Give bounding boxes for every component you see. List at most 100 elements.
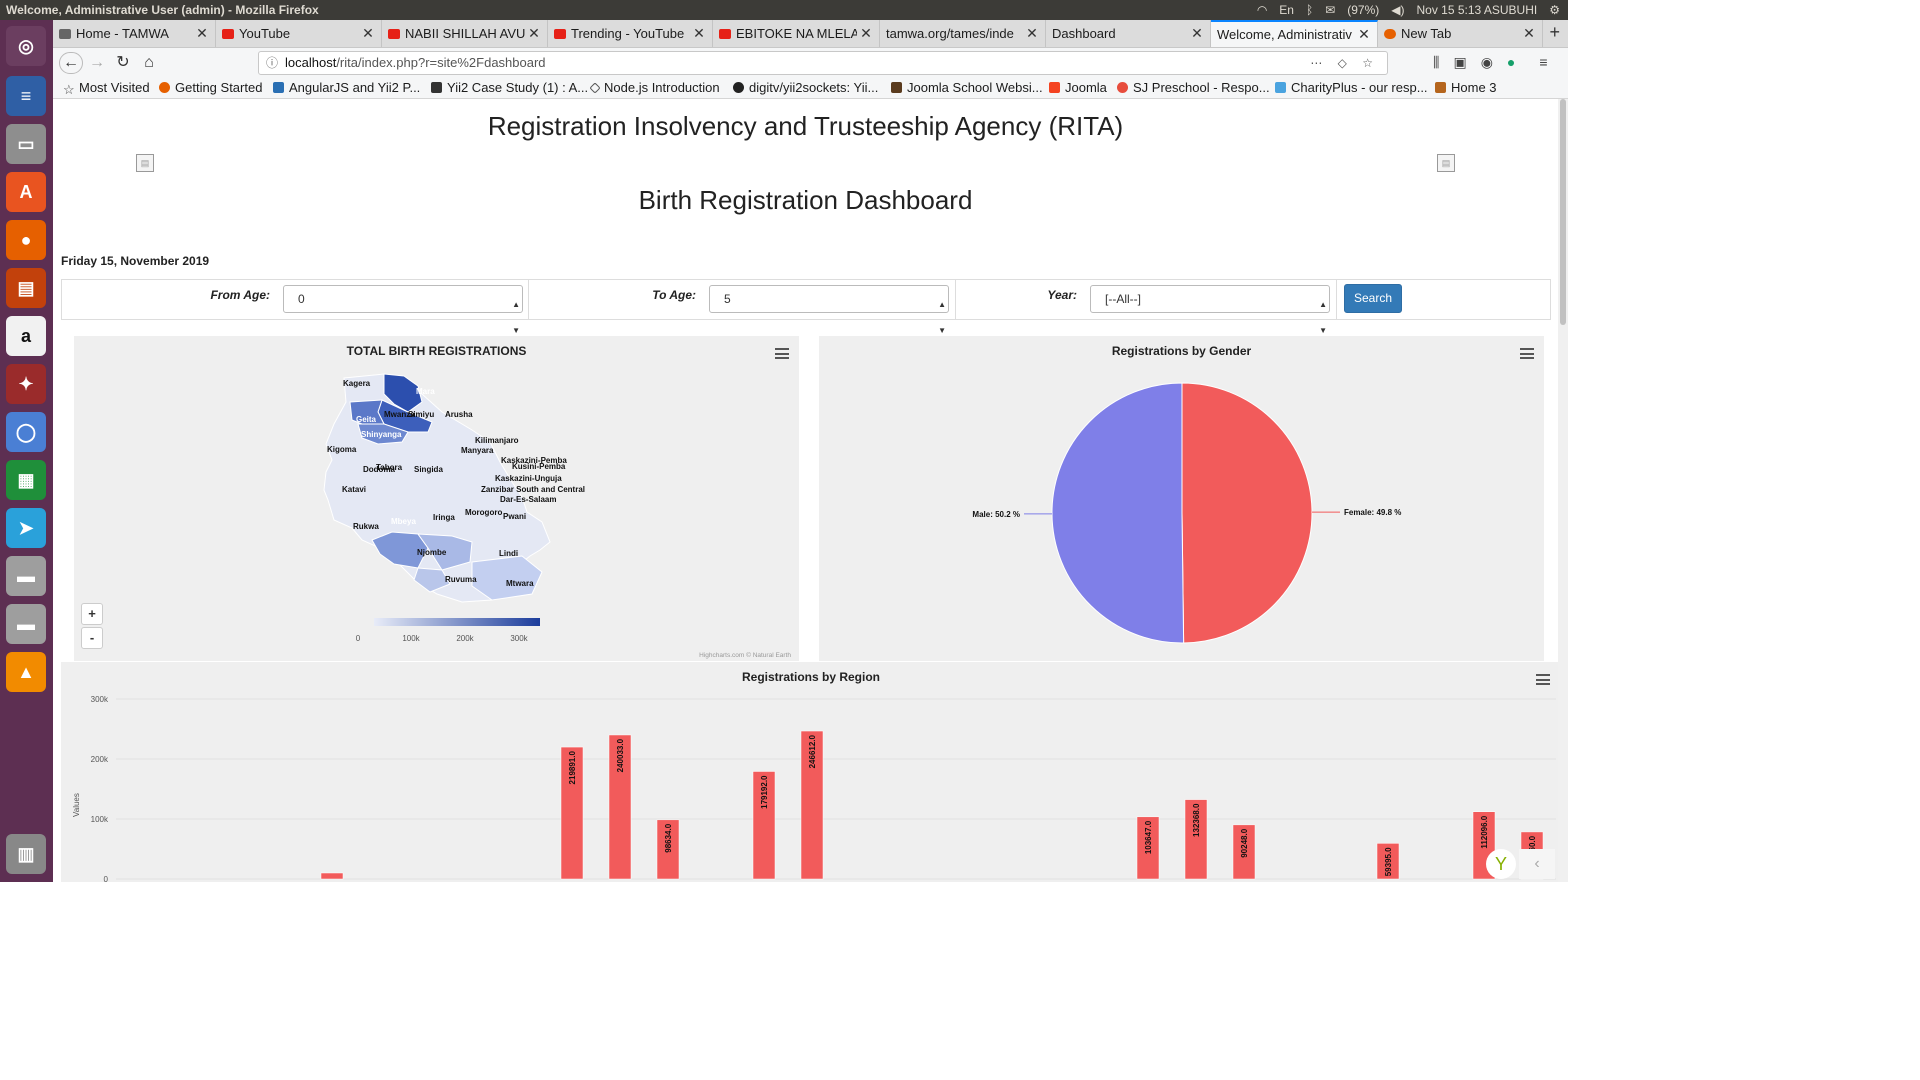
from-age-select[interactable]: 0 ▲ ▼ xyxy=(283,285,523,335)
url-bar[interactable]: ⓘ localhost/rita/index.php?r=site%2Fdash… xyxy=(258,51,1388,75)
map-region-shinyanga[interactable] xyxy=(357,423,409,445)
region-bar[interactable] xyxy=(1376,843,1400,880)
presentation-icon[interactable]: ▤ xyxy=(6,268,46,308)
text-editor-icon[interactable]: ≡ xyxy=(6,76,46,116)
bookmark-nodejs-intro[interactable]: Node.js Introduction xyxy=(589,80,720,95)
chart-credits[interactable]: Highcharts.com © Natural Earth xyxy=(699,652,791,659)
battery-status[interactable]: (97%) xyxy=(1347,3,1380,17)
close-icon[interactable]: ✕ xyxy=(196,25,208,41)
close-icon[interactable]: ✕ xyxy=(1191,25,1203,41)
bookmark-most-visited[interactable]: ☆ Most Visited xyxy=(63,80,150,97)
telegram-icon[interactable]: ➤ xyxy=(6,508,46,548)
vlc-icon[interactable]: ▲ xyxy=(6,652,46,692)
chart-menu-icon[interactable] xyxy=(775,348,789,359)
bookmark-digitv-yii2sockets[interactable]: digitv/yii2sockets: Yii... xyxy=(733,80,878,95)
files-icon[interactable]: ▭ xyxy=(6,124,46,164)
system-tray[interactable]: ◠ En ᛒ ✉ (97%) ◀) Nov 15 5:13 ASUBUHI ⚙ xyxy=(1257,3,1560,17)
region-bar[interactable] xyxy=(800,730,824,880)
page-actions[interactable]: ⋯ ◇ ☆ xyxy=(1310,56,1379,70)
volume-icon[interactable]: ◀) xyxy=(1391,3,1405,17)
bookmark-getting-started[interactable]: Getting Started xyxy=(159,80,262,95)
settings-gear-icon[interactable]: ⚙ xyxy=(1549,3,1560,17)
scrollbar-thumb[interactable] xyxy=(1560,99,1566,325)
tab-trending-youtube[interactable]: Trending - YouTube ✕ xyxy=(548,20,713,47)
gender-pie-chart[interactable]: Female: 49.8 % Male: 50.2 % xyxy=(819,336,1544,661)
close-icon[interactable]: ✕ xyxy=(528,25,540,41)
map-region-iringa[interactable] xyxy=(416,533,473,571)
chart-menu-icon[interactable] xyxy=(1520,348,1534,359)
region-bar[interactable] xyxy=(656,819,680,880)
map-region-njombe[interactable] xyxy=(413,567,451,593)
sidebar-icon[interactable]: ▣ xyxy=(1453,54,1467,70)
disk-icon-2[interactable]: ▬ xyxy=(6,604,46,644)
yii-logo-icon[interactable]: Y xyxy=(1486,849,1516,879)
region-bar[interactable] xyxy=(1232,824,1256,880)
map-region-mbeya[interactable] xyxy=(371,531,429,569)
page-scrollbar[interactable] xyxy=(1558,99,1568,882)
map-region-mara[interactable] xyxy=(383,373,423,413)
region-bar-chart[interactable]: 0 100k 200k 300k Values 219891.0 240033.0 98634… xyxy=(61,662,1558,882)
new-tab-plus-icon[interactable]: + xyxy=(1549,22,1560,42)
home-icon[interactable]: ⌂ xyxy=(144,54,154,71)
region-bar[interactable] xyxy=(752,771,776,880)
back-arrow-icon[interactable]: ← xyxy=(59,52,83,74)
tab-youtube[interactable]: YouTube ✕ xyxy=(216,20,382,47)
bookmark-home-3[interactable]: Home 3 xyxy=(1435,80,1497,95)
software-center-icon[interactable]: A xyxy=(6,172,46,212)
tab-new-tab[interactable]: New Tab ✕ xyxy=(1378,20,1543,47)
region-bar[interactable] xyxy=(608,734,632,880)
close-icon[interactable]: ✕ xyxy=(362,25,374,41)
tab-welcome-active[interactable]: Welcome, Administrativ ✕ xyxy=(1211,20,1378,47)
keyboard-layout[interactable]: En xyxy=(1279,3,1294,17)
pie-slice-female[interactable] xyxy=(1181,382,1313,644)
forward-arrow-icon[interactable]: → xyxy=(89,54,105,71)
amazon-icon[interactable]: a xyxy=(6,316,46,356)
account-icon[interactable]: ◉ xyxy=(1480,54,1493,70)
bluetooth-icon[interactable]: ᛒ xyxy=(1305,3,1314,17)
collapse-chevron-icon[interactable]: ‹ xyxy=(1519,849,1555,879)
region-bar[interactable] xyxy=(1184,799,1208,880)
tanzania-map[interactable]: Kagera Mara Mwanza Simiyu Arusha Geita S… xyxy=(74,336,799,661)
mail-icon[interactable]: ✉ xyxy=(1325,3,1336,17)
close-icon[interactable]: ✕ xyxy=(1358,26,1370,42)
close-icon[interactable]: ✕ xyxy=(1523,25,1535,41)
map-region-lindi-mtwara[interactable] xyxy=(471,555,543,601)
ubuntu-dash-icon[interactable]: ◎ xyxy=(6,26,46,66)
tab-tamwa-tames[interactable]: tamwa.org/tames/inde ✕ xyxy=(880,20,1046,47)
firefox-icon[interactable]: ● xyxy=(6,220,46,260)
system-settings-icon[interactable]: ✦ xyxy=(6,364,46,404)
tab-dashboard[interactable]: Dashboard ✕ xyxy=(1046,20,1211,47)
tab-nabii[interactable]: NABII SHILLAH AVUNJA✕ xyxy=(382,20,548,47)
trash-icon[interactable]: ▥ xyxy=(6,834,46,874)
bookmark-joomla[interactable]: Joomla xyxy=(1049,80,1107,95)
pie-slice-male[interactable] xyxy=(1051,382,1185,644)
bookmark-charityplus[interactable]: CharityPlus - our resp... xyxy=(1275,80,1428,95)
year-select[interactable]: [--All--] ▲ ▼ xyxy=(1090,285,1330,335)
spreadsheet-icon[interactable]: ▦ xyxy=(6,460,46,500)
menu-icon[interactable]: ≡ xyxy=(1539,54,1548,70)
zoom-out-button[interactable]: - xyxy=(81,627,103,649)
region-bar[interactable] xyxy=(1136,816,1160,880)
bookmark-sj-preschool[interactable]: SJ Preschool - Respo... xyxy=(1117,80,1270,95)
close-icon[interactable]: ✕ xyxy=(693,25,705,41)
tab-home-tamwa[interactable]: Home - TAMWA ✕ xyxy=(53,20,216,47)
disk-icon[interactable]: ▬ xyxy=(6,556,46,596)
wifi-icon[interactable]: ◠ xyxy=(1256,3,1268,17)
bookmark-joomla-school[interactable]: Joomla School Websi... xyxy=(891,80,1043,95)
region-bar[interactable] xyxy=(320,872,344,880)
close-icon[interactable]: ✕ xyxy=(1026,25,1038,41)
zoom-in-button[interactable]: + xyxy=(81,603,103,625)
close-icon[interactable]: ✕ xyxy=(860,25,872,41)
bookmark-yii2-case-study[interactable]: Yii2 Case Study (1) : A... xyxy=(431,80,588,95)
extension-icon[interactable]: ● xyxy=(1506,54,1516,70)
search-button[interactable]: Search xyxy=(1344,284,1402,313)
region-bar[interactable] xyxy=(560,746,584,880)
reload-icon[interactable]: ↻ xyxy=(116,54,130,71)
tab-ebitoke[interactable]: EBITOKE NA MLELA ✕ xyxy=(713,20,880,47)
clock[interactable]: Nov 15 5:13 ASUBUHI xyxy=(1416,3,1538,17)
chromium-icon[interactable]: ◯ xyxy=(6,412,46,452)
library-icon[interactable]: ⫼ xyxy=(1433,54,1440,70)
to-age-select[interactable]: 5 ▲ ▼ xyxy=(709,285,949,335)
info-icon[interactable]: ⓘ xyxy=(266,56,279,70)
chart-menu-icon[interactable] xyxy=(1536,674,1550,685)
